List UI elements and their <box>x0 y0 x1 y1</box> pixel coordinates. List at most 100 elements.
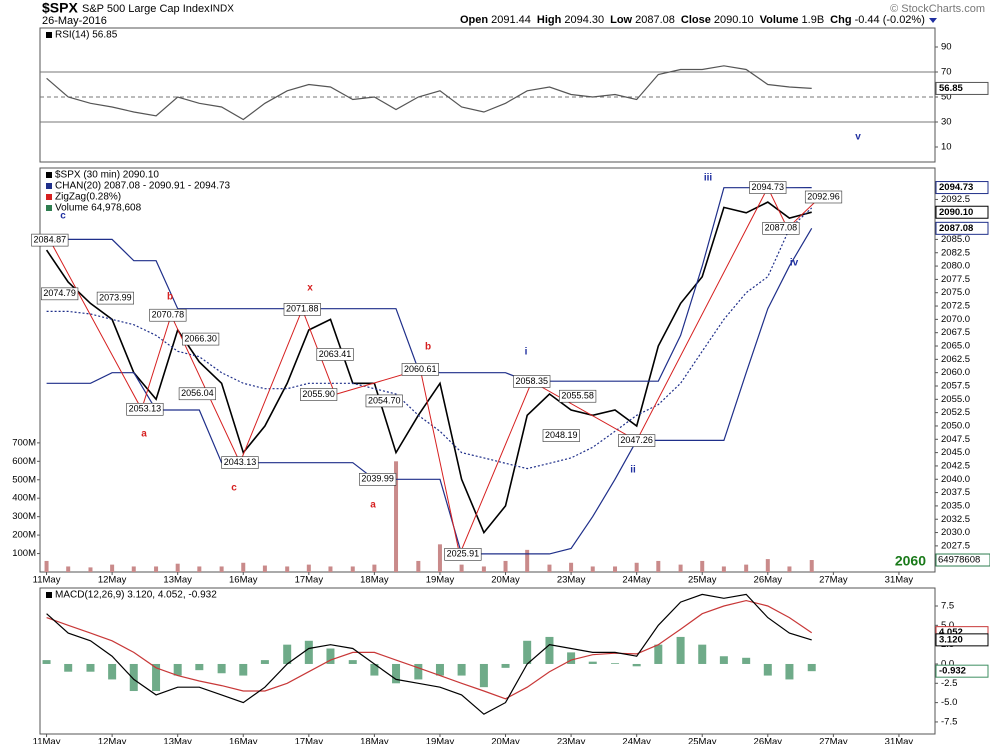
histogram-bar <box>632 663 641 667</box>
price-label-box <box>804 190 843 204</box>
price-label: 2043.13 <box>224 457 257 467</box>
quote-label: Close <box>681 14 711 26</box>
price-label-box <box>149 308 187 322</box>
value-marker-label: 4.052 <box>939 627 963 638</box>
y-tick-label: 50 <box>941 92 952 103</box>
price-label-box <box>96 291 134 305</box>
y-tick-label: 2062.5 <box>941 354 970 365</box>
x-tick-label: 26May <box>754 575 783 586</box>
volume-tick-label: 200M <box>12 530 36 541</box>
quote-label: High <box>537 14 562 26</box>
price-label-box <box>182 332 220 346</box>
volume-bar <box>437 544 442 572</box>
x-tick-label: 11May <box>33 737 61 744</box>
y-tick-label: 2067.5 <box>941 327 970 338</box>
histogram-bar <box>567 652 576 664</box>
value-marker-label: -0.932 <box>939 666 966 677</box>
volume-bar <box>66 566 71 572</box>
price-label-box <box>221 456 259 469</box>
histogram-bar <box>457 663 466 676</box>
value-marker-label: 64978608 <box>938 555 980 566</box>
volume-bar <box>394 461 399 572</box>
volume-tick-label: 300M <box>12 511 36 522</box>
legend-swatch <box>46 172 52 178</box>
y-tick-label: 2037.5 <box>941 487 970 498</box>
price-label: 2084.87 <box>34 234 67 244</box>
volume-bar <box>44 560 49 572</box>
price-label: 2056.04 <box>181 388 214 398</box>
histogram-bar <box>64 663 73 672</box>
price-label: 2048.19 <box>545 430 578 440</box>
x-tick-label: 11May <box>33 575 61 586</box>
price-label-box <box>762 222 800 235</box>
y-tick-label: 7.5 <box>941 601 954 612</box>
value-marker-label: 56.85 <box>939 83 963 94</box>
histogram-bar <box>763 663 772 676</box>
wave-label: c <box>231 483 237 494</box>
y-tick-label: 2077.5 <box>941 274 970 285</box>
x-tick-label: 31May <box>885 737 914 744</box>
volume-bar <box>131 566 136 572</box>
legend-swatch <box>46 194 52 200</box>
volume-bar <box>241 562 246 572</box>
histogram-bar <box>108 663 117 680</box>
histogram-bar <box>304 640 313 664</box>
histogram-bar <box>86 663 95 672</box>
volume-tick-label: 400M <box>12 493 36 504</box>
histogram-bar <box>152 663 161 692</box>
price-label: 2058.35 <box>515 376 548 386</box>
volume-bar <box>700 560 705 572</box>
histogram-bar <box>283 644 292 664</box>
legend-entry: RSI(14) 56.85 <box>55 30 118 41</box>
y-tick-label: 2092.5 <box>941 194 970 205</box>
legend-entry: Volume 64,978,608 <box>55 203 142 214</box>
y-tick-label: 2040.0 <box>941 474 970 485</box>
panel-frame <box>39 27 936 163</box>
quote-value: 2091.44 <box>491 14 531 26</box>
histogram-bar <box>42 660 51 664</box>
price-label: 2070.78 <box>152 310 185 320</box>
volume-bar <box>154 566 159 572</box>
legend-swatch <box>46 32 52 38</box>
series-line <box>46 593 812 715</box>
quote-label: Volume <box>760 14 799 26</box>
price-label: 2073.99 <box>99 292 132 302</box>
price-label-box <box>283 303 321 316</box>
value-marker-label: 2087.08 <box>939 223 973 234</box>
histogram-bar <box>414 663 423 680</box>
volume-bar <box>590 566 595 572</box>
x-tick-label: 19May <box>426 737 455 744</box>
volume-bar <box>721 566 726 572</box>
volume-bar <box>678 564 683 572</box>
price-label: 2087.08 <box>765 223 798 233</box>
volume-bar <box>459 564 464 572</box>
value-marker <box>935 664 989 678</box>
y-tick-label: 2032.5 <box>941 514 970 525</box>
quote-value: -0.44 (-0.02%) <box>855 14 925 26</box>
price-label-box <box>542 429 580 442</box>
x-tick-label: 18May <box>360 737 389 744</box>
y-tick-label: 2075.0 <box>941 287 970 298</box>
x-tick-label: 18May <box>360 575 389 586</box>
x-tick-label: 12May <box>98 737 127 744</box>
dropdown-arrow[interactable] <box>929 18 937 23</box>
wave-label: iii <box>704 173 713 184</box>
y-tick-label: 2042.5 <box>941 460 970 471</box>
volume-tick-label: 100M <box>12 548 36 559</box>
volume-bar <box>88 567 93 572</box>
y-tick-label: 2060.0 <box>941 367 970 378</box>
panel-frame <box>39 587 936 735</box>
x-tick-label: 13May <box>163 737 192 744</box>
wave-label: i <box>525 347 528 358</box>
volume-bar <box>765 559 770 572</box>
volume-bar <box>787 566 792 572</box>
volume-tick-label: 500M <box>12 474 36 485</box>
quote-label: Chg <box>830 14 851 26</box>
y-tick-label: 2035.0 <box>941 500 970 511</box>
histogram-bar <box>807 663 816 672</box>
price-label-box <box>316 348 354 361</box>
exchange: INDX <box>210 4 234 15</box>
volume-bar <box>262 565 267 572</box>
x-tick-label: 24May <box>622 575 651 586</box>
price-label-box <box>618 434 656 447</box>
